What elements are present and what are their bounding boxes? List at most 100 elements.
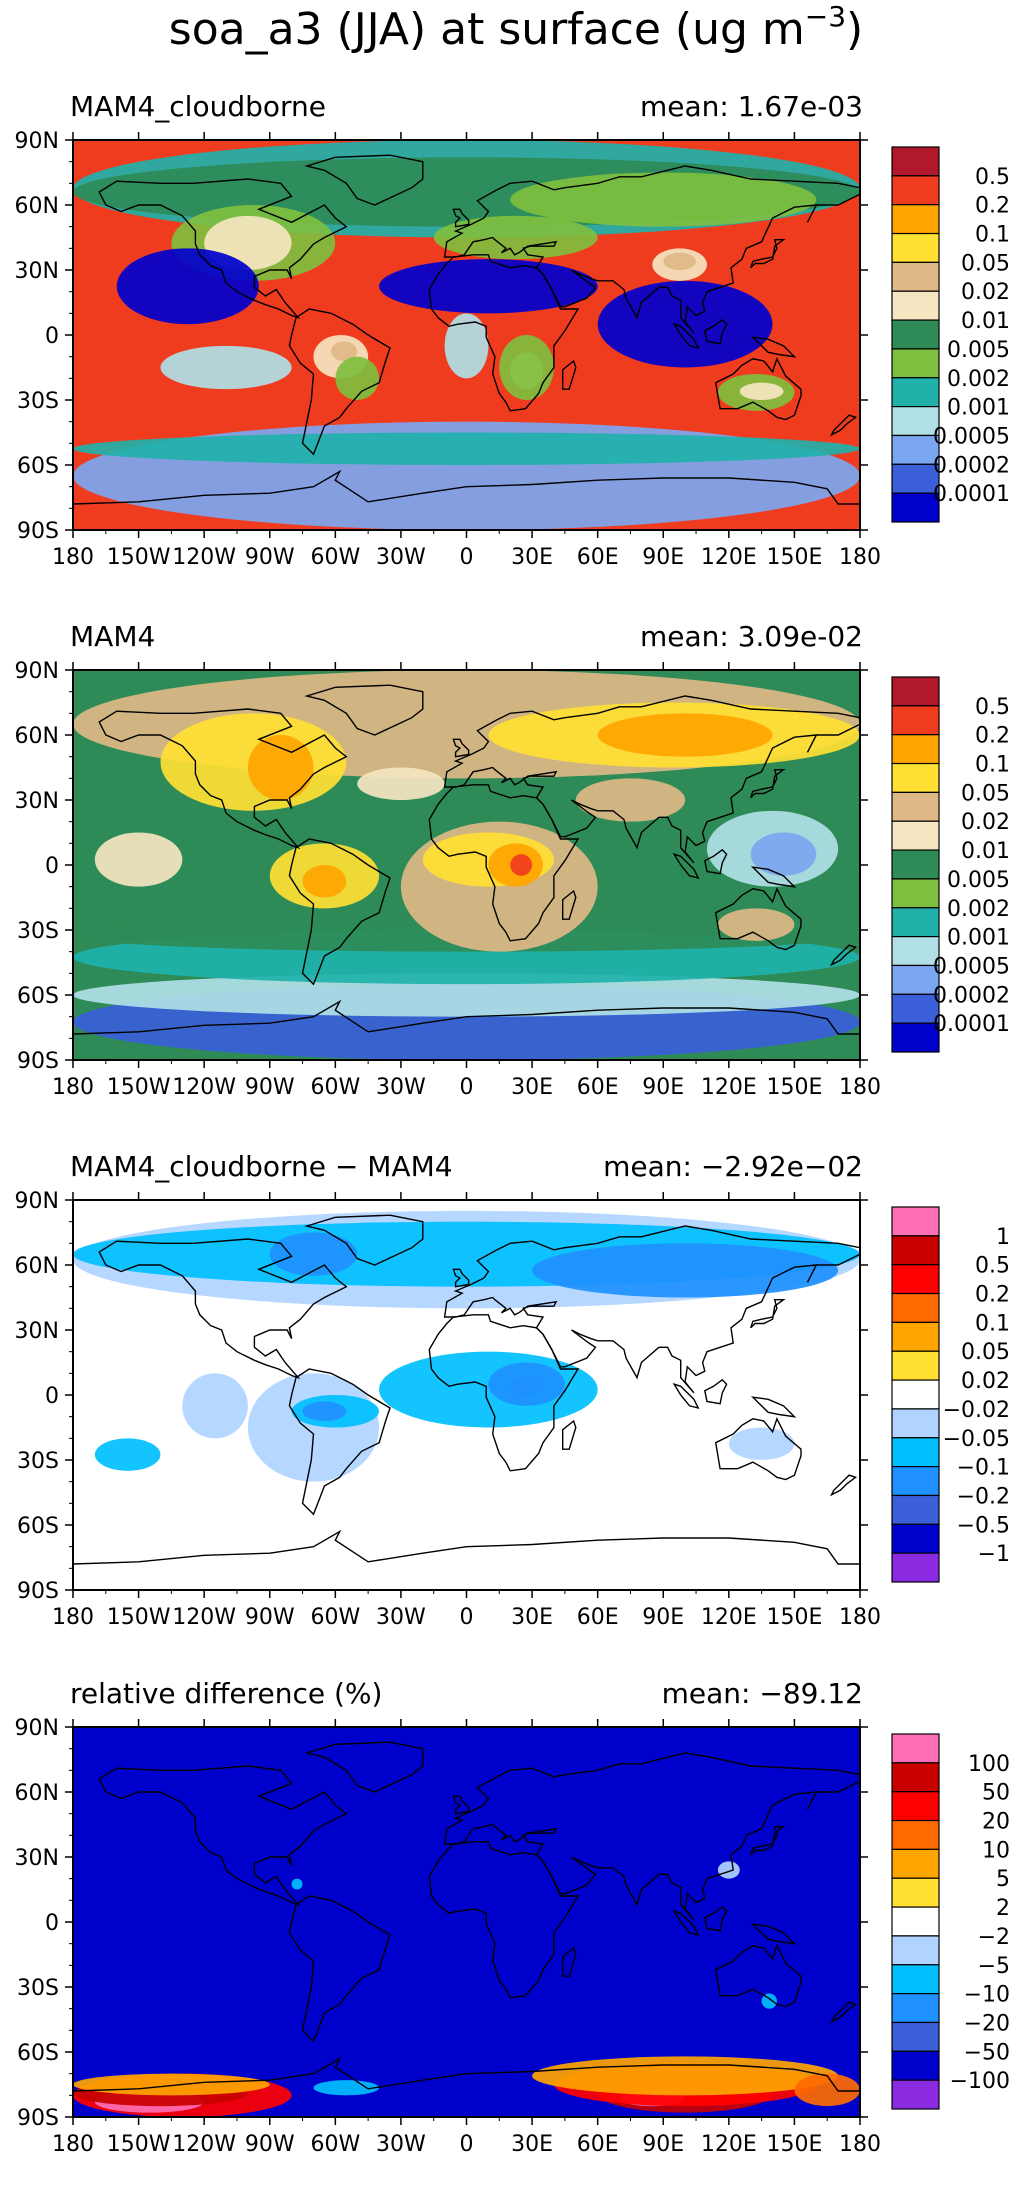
x-tick-label: 150W xyxy=(107,1605,171,1630)
legend-label: 0.0002 xyxy=(933,453,1010,478)
legend-color-box xyxy=(891,734,940,765)
coastline-sumatra xyxy=(672,1909,700,1937)
coastline-uk xyxy=(452,208,470,228)
x-tick-label: 90W xyxy=(245,1605,295,1630)
legend-color-box xyxy=(891,907,940,938)
concentration-contour-region xyxy=(510,854,533,876)
x-tick-label: 90E xyxy=(642,1075,684,1100)
coastline-australia xyxy=(714,1416,802,1481)
legend-color-box xyxy=(891,1762,940,1793)
coastline-africa xyxy=(428,784,580,942)
x-tick-label: 60W xyxy=(310,1605,360,1630)
y-tick-label: 30N xyxy=(15,259,59,284)
concentration-contour-region xyxy=(499,335,554,400)
concentration-contour-region xyxy=(597,280,773,368)
y-tick-label: 30S xyxy=(17,1976,59,2001)
legend-label: 0.02 xyxy=(961,810,1010,835)
y-tick-label: 30S xyxy=(17,1449,59,1474)
concentration-contour-region xyxy=(73,973,860,1017)
coastline-madagascar xyxy=(562,359,577,390)
legend-label: 50 xyxy=(982,1781,1010,1806)
y-tick-label: 0 xyxy=(45,324,59,349)
legend-label: −10 xyxy=(964,1983,1010,2008)
legend-color-box xyxy=(891,492,940,523)
x-tick-label: 30E xyxy=(511,1075,553,1100)
legend-label: 0.1 xyxy=(975,753,1010,778)
x-tick-label: 60W xyxy=(310,545,360,570)
panel-mam4-cloudborne: 180 150W 120W 90W 60W 30W 0 30E 60E 90E 120E 150E 18… xyxy=(0,85,1033,605)
legend-label: −1 xyxy=(978,1542,1010,1567)
y-tick-label: 60N xyxy=(15,724,59,749)
legend-color-box xyxy=(891,377,940,408)
x-tick-label: 120E xyxy=(701,545,757,570)
legend-color-box xyxy=(891,1552,940,1583)
legend-label: 0.0005 xyxy=(933,424,1010,449)
legend-color-box xyxy=(891,1819,940,1850)
legend-color-box xyxy=(891,175,940,206)
coastline-south-america xyxy=(288,838,391,986)
y-tick-label: 0 xyxy=(45,854,59,879)
coastline-australia xyxy=(714,356,802,421)
coastline-japan xyxy=(750,1299,786,1329)
coastline-madagascar xyxy=(562,1419,577,1450)
x-tick-label: 120W xyxy=(172,2132,236,2157)
y-tick-label: 60N xyxy=(15,1781,59,1806)
legend-color-box xyxy=(891,1494,940,1525)
legend-color-box xyxy=(891,1877,940,1908)
legend-label: 0.1 xyxy=(975,223,1010,248)
legend-color-box xyxy=(891,936,940,967)
x-tick-label: 30W xyxy=(376,545,426,570)
concentration-contour-region xyxy=(302,1401,347,1421)
coastline-borneo xyxy=(704,318,728,345)
x-tick-label: 180 xyxy=(839,1605,881,1630)
legend-label: 0.2 xyxy=(975,194,1010,219)
legend-color-box xyxy=(891,1466,940,1497)
x-tick-label: 60E xyxy=(577,1605,619,1630)
svg-text:soa_a3 (JJA) at surface (ug m−: soa_a3 (JJA) at surface (ug m−3) xyxy=(169,0,863,55)
concentration-contour-region xyxy=(94,832,183,887)
panel-left-title: relative difference (%) xyxy=(70,1677,383,1710)
y-tick-label: 60S xyxy=(17,2041,59,2066)
concentration-contour-region xyxy=(761,1993,777,2009)
legend-color-box xyxy=(891,1935,940,1966)
legend-label: 0.001 xyxy=(947,926,1010,951)
legend-color-box xyxy=(891,463,940,494)
concentration-contour-region xyxy=(73,2073,270,2096)
coastline-new-guinea xyxy=(750,1923,797,1945)
legend-label: 0.0002 xyxy=(933,983,1010,1008)
concentration-contour-region xyxy=(73,432,860,465)
coastline-antarctica xyxy=(73,2056,860,2117)
legend-label: 0.5 xyxy=(975,165,1010,190)
coastline-south-america xyxy=(288,1368,391,1516)
legend-color-box xyxy=(891,348,940,379)
legend-label: 10 xyxy=(982,1838,1010,1863)
legend-label: 0.002 xyxy=(947,367,1010,392)
coastline-australia xyxy=(714,1943,802,2008)
concentration-contour-region xyxy=(94,1438,161,1471)
concentration-contour-region xyxy=(597,843,686,898)
x-tick-label: 90W xyxy=(245,1075,295,1100)
x-tick-label: 120E xyxy=(701,1075,757,1100)
legend-label: 0.005 xyxy=(947,868,1010,893)
legend-color-box xyxy=(891,2079,940,2110)
x-tick-label: 60E xyxy=(577,2132,619,2157)
legend-color-box xyxy=(891,1022,940,1053)
panel-difference: 180 150W 120W 90W 60W 30W 0 30E 60E 90E 120E 150E 18… xyxy=(0,1145,1033,1665)
x-tick-label: 60W xyxy=(310,1075,360,1100)
legend-label: 0.02 xyxy=(961,1369,1010,1394)
y-tick-label: 90N xyxy=(15,659,59,684)
legend-label: 20 xyxy=(982,1810,1010,1835)
legend-label: 0.0001 xyxy=(933,1012,1010,1037)
concentration-contour-region xyxy=(444,313,489,379)
coastline-sumatra xyxy=(672,852,700,880)
concentration-contour-region xyxy=(510,1377,544,1395)
legend-color-box xyxy=(891,993,940,1024)
concentration-contour-region xyxy=(597,713,773,757)
legend-color-box xyxy=(891,146,940,177)
concentration-contour-region xyxy=(663,252,697,270)
legend-label: 0.01 xyxy=(961,309,1010,334)
concentration-contour-region xyxy=(313,2080,380,2096)
coastline-eurasia xyxy=(443,1225,860,1394)
coastline-madagascar xyxy=(562,889,577,920)
concentration-contour-region xyxy=(728,1427,795,1460)
